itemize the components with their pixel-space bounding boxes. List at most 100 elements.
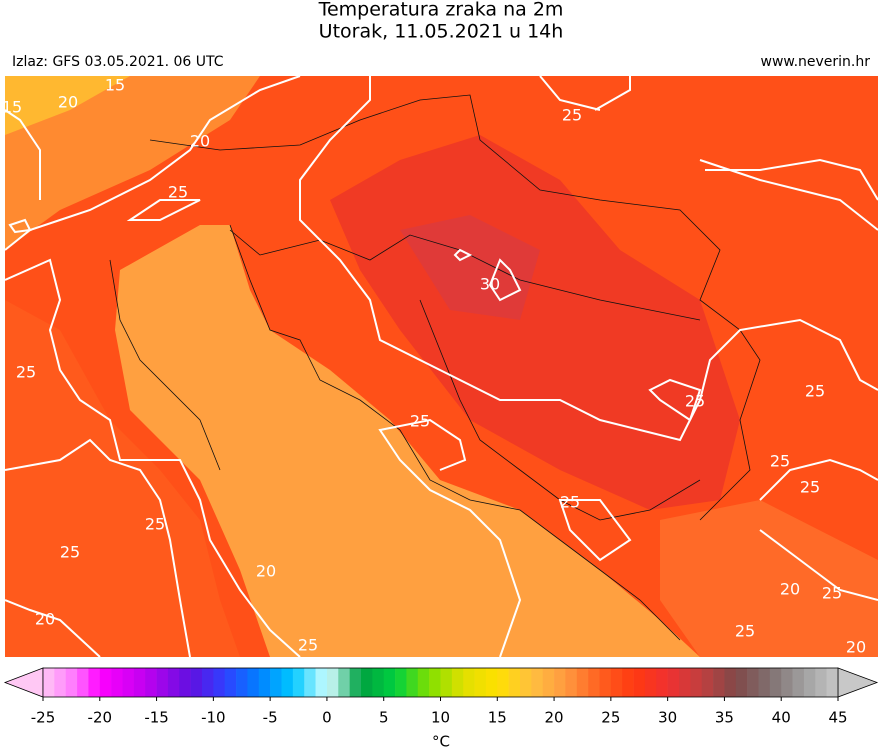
contour-label: 25 [16, 363, 36, 382]
contour-line [759, 458, 878, 501]
colorbar-tick-label: 25 [601, 709, 620, 727]
colorbar-cell [588, 668, 600, 697]
contour-line [5, 76, 301, 251]
colorbar-cell [769, 668, 782, 697]
colorbar-cell [54, 668, 67, 697]
contour-label: 20 [35, 610, 55, 629]
contour-line [539, 76, 631, 111]
website: www.neverin.hr [761, 54, 871, 70]
colorbar-cell [258, 668, 271, 697]
colorbar-cell [440, 668, 453, 697]
colorbar-cell [508, 668, 521, 697]
colorbar-cell [167, 668, 180, 697]
contour-labels: 20 15 15 20 25 25 30 25 25 25 25 25 25 25 25 25 20 20 25 20… [2, 76, 866, 657]
colorbar-cell [77, 668, 89, 697]
colorbar-cell [270, 668, 282, 697]
colorbar-cell [99, 668, 112, 697]
colorbar-cell [690, 668, 703, 697]
border [419, 299, 701, 521]
colorbar-cell [372, 668, 385, 697]
colorbar-cell [281, 668, 294, 697]
colorbar-cell [724, 668, 737, 697]
contour-line [648, 378, 702, 421]
colorbar-tick-label: -10 [201, 709, 226, 727]
colorbar-cell [497, 668, 509, 697]
contour-line [5, 258, 301, 657]
colorbar-cell [463, 668, 475, 697]
contour-label: 25 [805, 382, 825, 401]
contour-label: 20 [58, 93, 78, 112]
border [149, 94, 761, 521]
colorbar-cell [520, 668, 532, 697]
colorbar-cell [542, 668, 555, 697]
colorbar-tick-label: -15 [144, 709, 169, 727]
contour-line [759, 529, 878, 601]
coastline [109, 224, 681, 641]
colorbar-cell [656, 668, 668, 697]
colorbar-tick-label: 35 [715, 709, 734, 727]
contour-label: 15 [105, 76, 125, 95]
colorbar-cell [792, 668, 805, 697]
colorbar-cell [224, 668, 237, 697]
colorbar-cell [826, 668, 839, 697]
colorbar-tick-label: 10 [431, 709, 450, 727]
colorbar-extend-low [3, 667, 44, 698]
region [5, 300, 240, 657]
title: Temperatura zraka na 2m [318, 0, 564, 21]
colorbar-cell [679, 668, 691, 697]
colorbar-cell [565, 668, 578, 697]
colorbar-cell [190, 668, 203, 697]
contour-label: 25 [145, 515, 165, 534]
contour-label: 20 [846, 638, 866, 657]
contour-line [453, 248, 522, 302]
contour-label: 25 [168, 183, 188, 202]
colorbar-cell [292, 668, 305, 697]
colorbar-tick-label: 15 [488, 709, 507, 727]
colorbar-cell [735, 668, 748, 697]
colorbar-cell [803, 668, 816, 697]
contour-line [5, 599, 101, 657]
contour-line [378, 418, 522, 657]
colorbar-cell [43, 668, 55, 697]
contour-label: 20 [256, 562, 276, 581]
contour-label: 25 [410, 412, 430, 431]
colorbar-cell [236, 668, 248, 697]
colorbar-cell [667, 668, 680, 697]
colorbar-cell [429, 668, 441, 697]
colorbar-cell [747, 668, 759, 697]
colorbar-cell [576, 668, 589, 697]
contour-line [5, 438, 191, 657]
contour-line [705, 158, 878, 201]
contour-line [558, 499, 632, 562]
colorbar-cell [304, 668, 316, 697]
colorbar-cell [599, 668, 612, 697]
colorbar-cell [815, 668, 827, 697]
colorbar-cell [65, 668, 78, 697]
colorbar-cell [713, 668, 725, 697]
region [5, 76, 260, 250]
colorbar-unit: °C [432, 733, 450, 751]
colorbar-cell [88, 668, 101, 697]
region [660, 500, 878, 657]
colorbar-cell [758, 668, 771, 697]
colorbar-cell [451, 668, 464, 697]
colorbar-cell [145, 668, 157, 697]
region [5, 76, 130, 135]
colorbar-cell [622, 668, 634, 697]
contour-label: 25 [298, 636, 318, 655]
colorbar-cell [383, 668, 396, 697]
colorbar-tick-label: -20 [88, 709, 113, 727]
map: 20 15 15 20 25 25 30 25 25 25 25 25 25 25 25 25 20 20 25 20… [2, 76, 878, 657]
contour-label: 20 [190, 132, 210, 151]
contour-label: 15 [2, 98, 22, 117]
contour-label: 25 [60, 543, 80, 562]
colorbar-cell [326, 668, 339, 697]
colorbar-cell [315, 668, 328, 697]
contour-line [299, 76, 878, 442]
colorbar-cell [485, 668, 498, 697]
contour-line [5, 109, 41, 200]
colorbar-cell [349, 668, 362, 697]
colorbar-cell [610, 668, 623, 697]
colorbar-cell [133, 668, 146, 697]
colorbar-cell [633, 668, 646, 697]
